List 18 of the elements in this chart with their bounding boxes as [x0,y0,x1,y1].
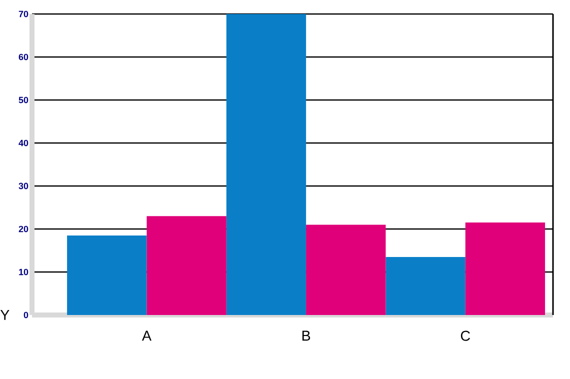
bar [465,222,546,315]
bar [67,235,147,315]
y-tick-label: 70 [18,10,28,18]
y-tick-label: 50 [18,96,28,104]
y-tick-label: 0 [24,312,28,318]
x-tick-label: A [142,330,152,341]
x-tick-label: C [460,330,470,341]
bar [306,224,386,315]
y-tick-label: 30 [18,182,28,190]
y-tick-label: 10 [19,268,28,276]
y-tick-label: 20 [18,226,28,232]
bar [386,256,466,315]
y-axis-title: Y [0,310,10,320]
y-tick-label: 60 [18,54,28,60]
y-tick-label: 40 [18,140,28,146]
x-tick-label: B [302,330,310,341]
bar [226,14,306,315]
bar [146,216,226,315]
